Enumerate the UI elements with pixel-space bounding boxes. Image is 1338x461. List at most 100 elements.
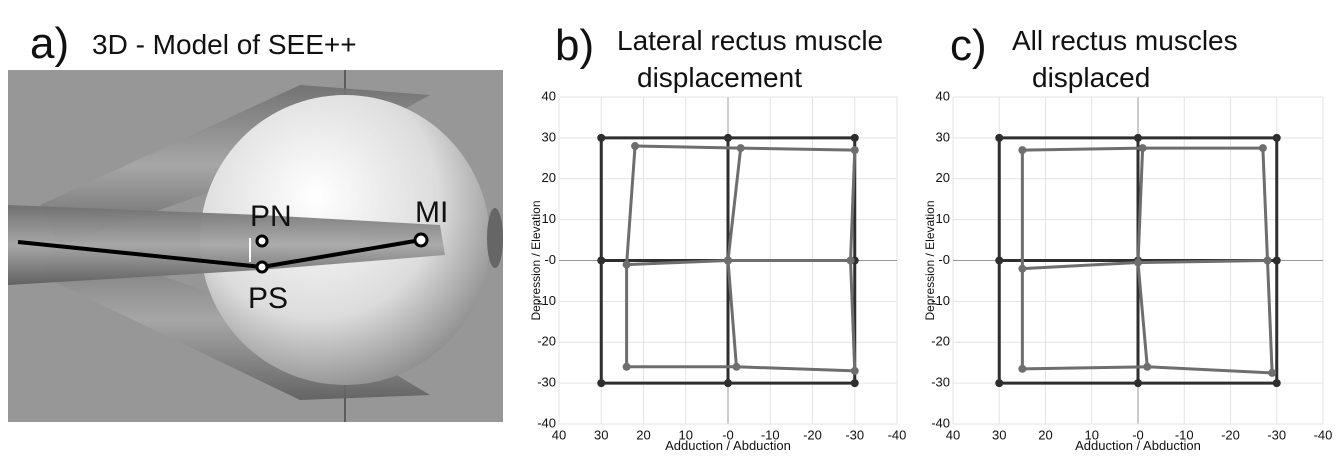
chart-title: All rectus muscles bbox=[1012, 25, 1238, 56]
y-tick-label: 20 bbox=[936, 170, 950, 185]
point-label: MI bbox=[415, 196, 448, 229]
y-tick-label: -30 bbox=[537, 375, 556, 390]
point bbox=[850, 133, 859, 142]
point bbox=[255, 234, 269, 248]
point bbox=[1018, 264, 1027, 273]
x-tick-label: -20 bbox=[1221, 427, 1240, 442]
grid-segment bbox=[1022, 261, 1139, 271]
chart-title: displacement bbox=[637, 62, 802, 93]
x-tick-label: -0 bbox=[722, 427, 734, 442]
point bbox=[1143, 362, 1152, 371]
x-tick-label: 40 bbox=[552, 427, 566, 442]
x-tick-label: -20 bbox=[803, 427, 822, 442]
point bbox=[724, 256, 732, 265]
x-tick-label: 10 bbox=[1085, 427, 1099, 442]
point bbox=[850, 379, 859, 388]
grid-segment bbox=[635, 144, 741, 150]
grid-segment bbox=[1137, 259, 1268, 265]
point bbox=[631, 142, 640, 151]
point bbox=[850, 146, 859, 155]
y-tick-label: 10 bbox=[936, 211, 950, 226]
point bbox=[732, 362, 741, 371]
point bbox=[597, 379, 606, 388]
point bbox=[995, 133, 1004, 142]
y-tick-label: 30 bbox=[542, 129, 556, 144]
grid-segment bbox=[726, 147, 743, 261]
y-tick-label: -0 bbox=[544, 252, 556, 267]
grid-segment bbox=[726, 260, 738, 367]
grid-segment bbox=[1147, 365, 1273, 375]
panel-a: a) 3D - Model of SEE++ PN MI PS bbox=[8, 19, 503, 422]
y-tick-label: 40 bbox=[542, 88, 556, 103]
point bbox=[1134, 133, 1142, 142]
point bbox=[255, 260, 269, 274]
y-tick-label: 20 bbox=[542, 170, 556, 185]
y-tick-label: -30 bbox=[931, 375, 950, 390]
point bbox=[597, 256, 606, 265]
panel-title: 3D - Model of SEE++ bbox=[92, 29, 357, 60]
y-tick-label: -10 bbox=[537, 293, 556, 308]
x-tick-label: -0 bbox=[1132, 427, 1144, 442]
x-tick-label: -40 bbox=[1314, 427, 1333, 442]
chart-title: displaced bbox=[1032, 62, 1150, 93]
point bbox=[1018, 364, 1027, 373]
point bbox=[736, 144, 745, 153]
x-tick-label: -30 bbox=[845, 427, 864, 442]
point bbox=[622, 260, 631, 269]
grid-segment bbox=[1022, 365, 1148, 371]
point bbox=[846, 256, 855, 265]
chart: c) All rectus muscles displaced 40 30 20 10 -0 -… bbox=[923, 21, 1332, 453]
point bbox=[1134, 258, 1142, 267]
point bbox=[1258, 144, 1267, 153]
point bbox=[1138, 144, 1147, 153]
chart-title: Lateral rectus muscle bbox=[617, 25, 883, 56]
point bbox=[1134, 379, 1142, 388]
point bbox=[995, 379, 1004, 388]
y-tick-label: -10 bbox=[931, 293, 950, 308]
y-tick-label: -20 bbox=[537, 334, 556, 349]
y-tick-label: 40 bbox=[936, 88, 950, 103]
panel-label: b) bbox=[555, 21, 594, 70]
x-tick-label: -10 bbox=[1175, 427, 1194, 442]
point bbox=[1263, 256, 1272, 265]
y-axis-label: Depression / Elevation bbox=[923, 200, 937, 320]
x-tick-label: -10 bbox=[761, 427, 780, 442]
y-tick-label: -0 bbox=[938, 252, 950, 267]
grid-segment bbox=[740, 146, 855, 152]
x-axis-label: Adduction / Abduction bbox=[665, 438, 791, 453]
x-tick-label: 20 bbox=[636, 427, 650, 442]
grid-segment bbox=[849, 150, 857, 261]
point bbox=[1272, 256, 1281, 265]
grid-segment bbox=[1136, 148, 1145, 263]
point bbox=[622, 362, 631, 371]
y-tick-label: 30 bbox=[936, 129, 950, 144]
point bbox=[1272, 133, 1281, 142]
x-tick-label: -30 bbox=[1267, 427, 1286, 442]
grid-segment bbox=[1136, 262, 1149, 367]
x-tick-label: 30 bbox=[992, 427, 1006, 442]
x-tick-label: 40 bbox=[946, 427, 960, 442]
chart: b) Lateral rectus muscle displacement 40 30 2… bbox=[529, 21, 906, 453]
grid-segment bbox=[625, 145, 637, 265]
panel-label: a) bbox=[30, 19, 69, 68]
point bbox=[1272, 379, 1281, 388]
cornea bbox=[487, 208, 503, 268]
x-tick-label: 10 bbox=[679, 427, 693, 442]
point bbox=[1018, 146, 1027, 155]
point bbox=[724, 133, 732, 142]
grid-segment bbox=[1261, 148, 1269, 261]
grid-segment bbox=[1266, 260, 1274, 373]
y-tick-label: 10 bbox=[542, 211, 556, 226]
grid-segment bbox=[736, 365, 855, 373]
muscle bbox=[8, 205, 445, 285]
point bbox=[850, 366, 859, 375]
y-tick-label: -40 bbox=[537, 415, 556, 430]
point bbox=[1268, 368, 1277, 377]
x-tick-label: 30 bbox=[594, 427, 608, 442]
grid-segment bbox=[1022, 146, 1143, 152]
point bbox=[724, 379, 732, 388]
grid-segment bbox=[626, 259, 729, 267]
y-axis-label: Depression / Elevation bbox=[529, 200, 543, 320]
y-tick-label: -20 bbox=[931, 334, 950, 349]
